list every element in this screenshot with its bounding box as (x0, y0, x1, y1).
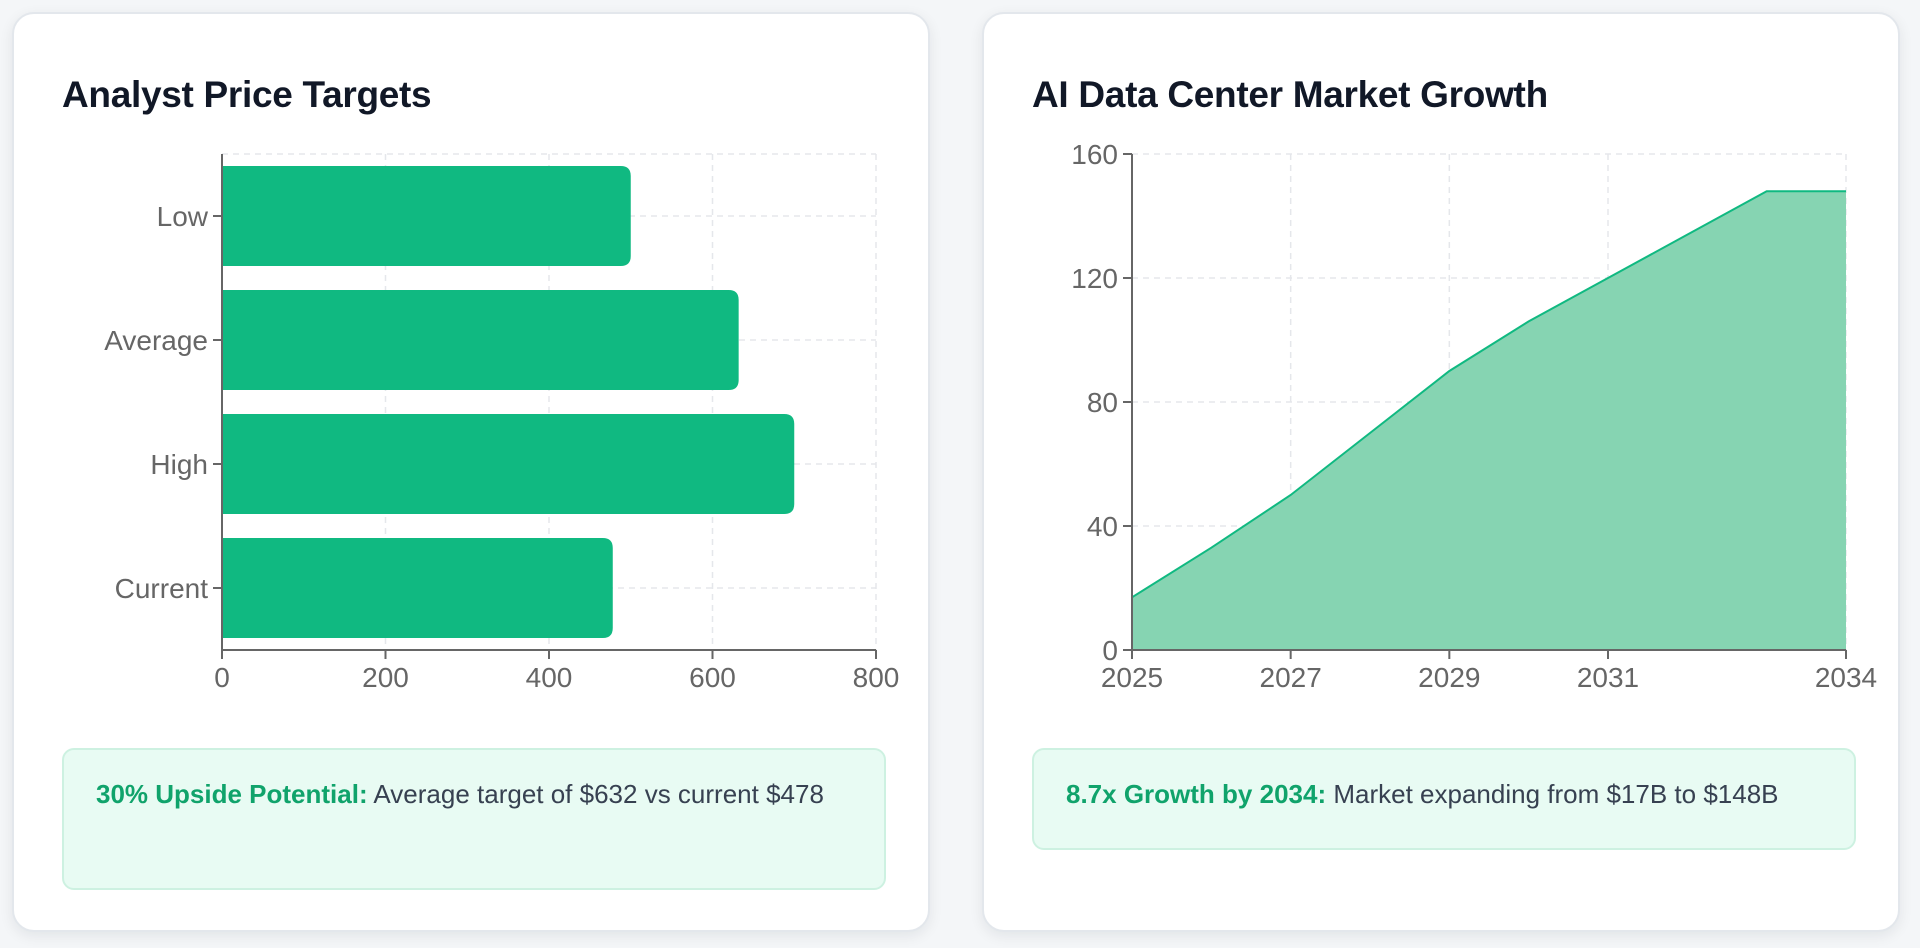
x-tick-label: 2031 (1577, 662, 1639, 693)
y-tick-label: Average (104, 325, 208, 356)
bar-average (222, 290, 739, 390)
area-line (1131, 190, 1846, 599)
growth-callout-text: Market expanding from $17B to $148B (1333, 779, 1779, 809)
x-tick-label: 2029 (1418, 662, 1480, 693)
upside-callout-highlight: 30% Upside Potential: (96, 779, 368, 809)
y-tick-label: High (150, 449, 208, 480)
x-tick-label: 2027 (1260, 662, 1322, 693)
upside-callout-text: Average target of $632 vs current $478 (373, 779, 824, 809)
bar-current (222, 538, 613, 638)
price-targets-chart: Low Average High Current 0 200 400 600 800 (104, 153, 900, 693)
x-tick-label: 2025 (1101, 662, 1163, 693)
growth-callout-highlight: 8.7x Growth by 2034: (1066, 779, 1327, 809)
x-tick-label: 600 (689, 662, 736, 693)
bar-high (222, 414, 795, 514)
x-tick-label: 2034 (1815, 662, 1877, 693)
x-tick-label: 800 (853, 662, 900, 693)
y-tick-label: 160 (1071, 139, 1118, 170)
market-growth-chart: 0 40 80 120 160 2025 2027 2029 2031 2034 (1071, 139, 1877, 693)
price-targets-card: Analyst Price Targets Low Average High Curr… (12, 12, 930, 932)
upside-callout: 30% Upside Potential: Average target of … (62, 748, 886, 890)
x-tick-label: 400 (526, 662, 573, 693)
market-growth-title: AI Data Center Market Growth (1032, 74, 1548, 115)
x-tick-label: 0 (214, 662, 230, 693)
market-growth-card: AI Data Center Market Growth 0 40 80 120 160… (982, 12, 1900, 932)
growth-callout: 8.7x Growth by 2034: Market expanding fr… (1032, 748, 1856, 850)
y-tick-label: 0 (1102, 635, 1118, 666)
y-tick-label: Low (157, 201, 209, 232)
y-tick-label: 120 (1071, 263, 1118, 294)
bar-low (222, 166, 631, 266)
y-tick-label: 40 (1087, 511, 1118, 542)
area-fill (1132, 191, 1846, 650)
price-targets-title: Analyst Price Targets (62, 74, 432, 115)
y-tick-label: 80 (1087, 387, 1118, 418)
x-tick-label: 200 (362, 662, 409, 693)
y-tick-label: Current (115, 573, 209, 604)
